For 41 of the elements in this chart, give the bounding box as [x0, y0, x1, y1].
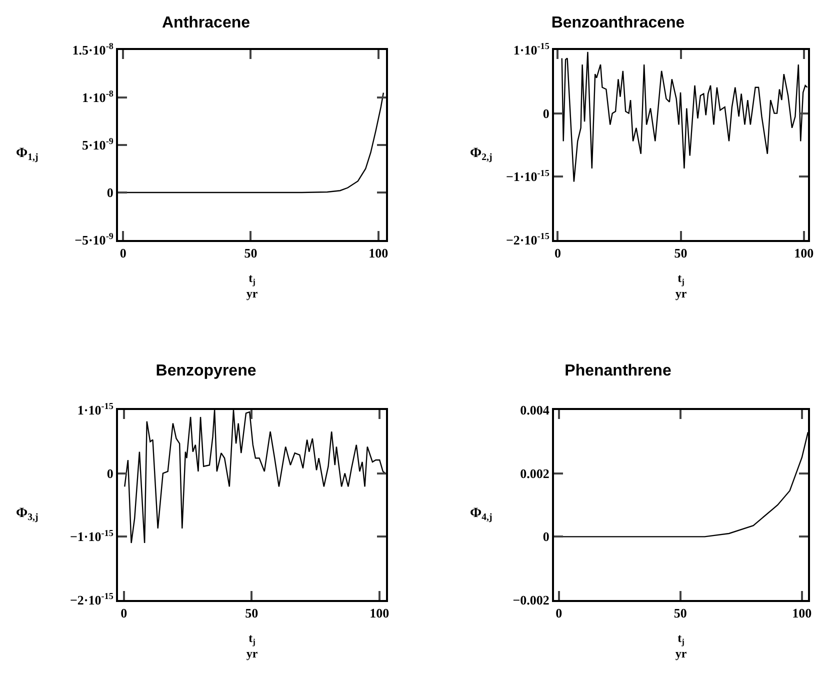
y-tick-label: −1·10$^{-15}$: [70, 528, 114, 544]
y-tick-label: −1·10$^{-15}$: [506, 168, 550, 184]
y-tick-label: −5·10$^{-9}$: [74, 231, 114, 248]
x-tick-label: 50: [245, 606, 258, 621]
chart-title: Phenanthrene: [564, 362, 672, 380]
chart-title: Benzopyrene: [156, 362, 256, 380]
chart-title: Anthracene: [162, 14, 250, 32]
y-tick-label: −2·10$^{-15}$: [506, 231, 550, 248]
y-tick-label: 0: [542, 529, 550, 544]
y-tick-label: 1·10$^{-15}$: [77, 401, 114, 418]
y-axis-title: Φ$_{2,j}$: [470, 146, 492, 163]
y-axis-title: Φ$_{1,j}$: [16, 146, 38, 163]
x-tick-label: 0: [556, 606, 562, 621]
y-tick-label: 1·10$^{-15}$: [513, 41, 550, 58]
x-axis-title: t$_{j}$ yr: [246, 271, 258, 301]
x-tick-label: 100: [368, 246, 388, 261]
y-tick-label: 5·10$^{-9}$: [82, 136, 114, 153]
x-axis-title: t$_{j}$ yr: [246, 631, 258, 661]
y-tick-label: 0.002: [520, 466, 550, 481]
y-tick-label: 1.5·10$^{-8}$: [72, 41, 114, 58]
x-tick-label: 100: [370, 606, 390, 621]
y-tick-label: −2·10$^{-15}$: [70, 591, 114, 608]
chart-title: Benzoanthracene: [551, 14, 685, 32]
x-tick-label: 50: [674, 606, 687, 621]
x-tick-label: 100: [792, 606, 812, 621]
y-tick-label: 0: [542, 106, 550, 121]
y-tick-label: 0: [106, 185, 114, 200]
y-tick-label: 0.004: [520, 402, 550, 418]
x-axis-title: t$_{j}$ yr: [675, 271, 688, 301]
x-tick-label: 0: [120, 606, 128, 621]
y-tick-label: −0.002: [512, 592, 550, 608]
x-tick-label: 100: [794, 246, 814, 261]
y-tick-label: 1·10$^{-8}$: [82, 88, 114, 106]
x-tick-label: 50: [674, 246, 688, 261]
y-axis-title: Φ$_{4,j}$: [470, 506, 492, 523]
x-tick-label: 0: [554, 246, 561, 261]
y-axis-title: Φ$_{3,j}$: [16, 506, 38, 523]
x-axis-title: t$_{j}$ yr: [675, 631, 688, 661]
x-tick-label: 50: [244, 246, 258, 261]
x-tick-label: 0: [120, 246, 126, 261]
y-tick-label: 0: [106, 466, 114, 481]
